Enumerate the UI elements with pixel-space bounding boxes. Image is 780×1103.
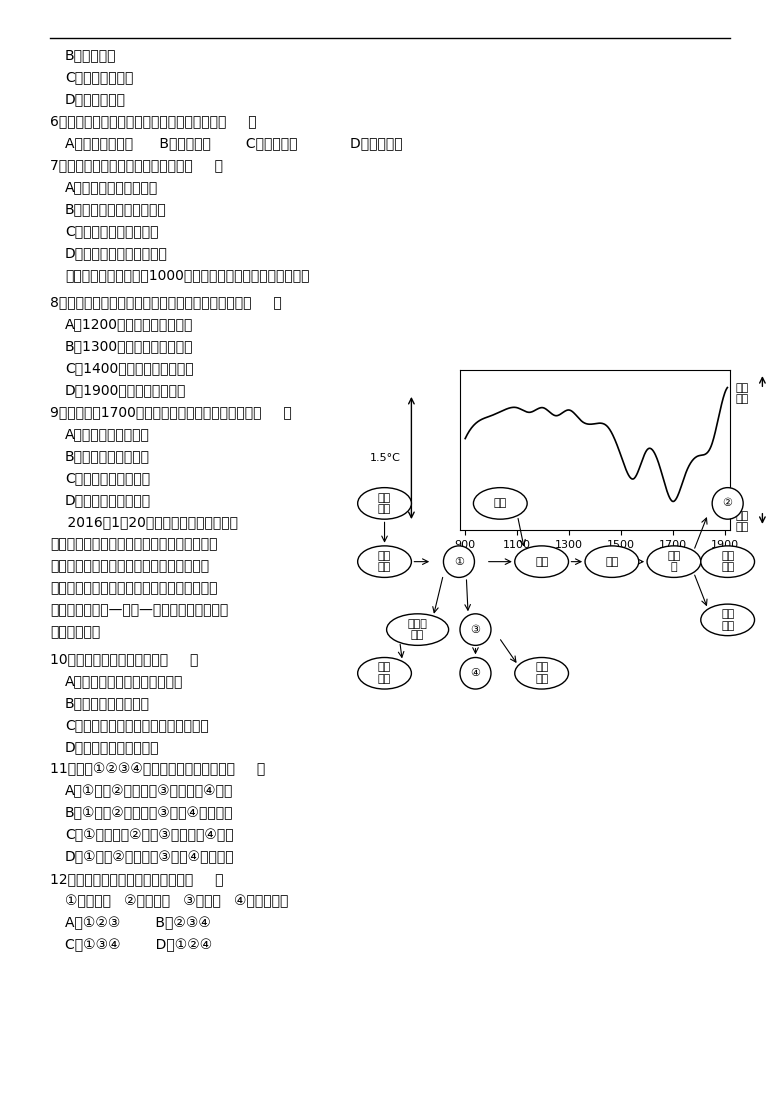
Text: 范围雨雪冰冻天气，根据中国气象局的数据，: 范围雨雪冰冻天气，根据中国气象局的数据， <box>50 537 218 552</box>
Text: ①: ① <box>454 557 464 567</box>
Text: 下图为欧洲冬季过去近1000年的气温变化图。完成下面小题。: 下图为欧洲冬季过去近1000年的气温变化图。完成下面小题。 <box>65 268 310 282</box>
Text: C．1400年葡萄种植北界偏北: C．1400年葡萄种植北界偏北 <box>65 361 193 375</box>
Text: B．随时做好防寒准备: B．随时做好防寒准备 <box>65 696 150 710</box>
Text: 寒潮: 寒潮 <box>535 557 548 567</box>
Text: 结构
破坏: 结构 破坏 <box>721 609 734 631</box>
Text: 9．推测影响1700年前后气温状况的原因，可能是（     ）: 9．推测影响1700年前后气温状况的原因，可能是（ ） <box>50 405 292 419</box>
Ellipse shape <box>444 546 474 578</box>
Text: 霜冻: 霜冻 <box>494 499 507 508</box>
Ellipse shape <box>358 488 411 520</box>
Text: D．1900年海岸线明显变短: D．1900年海岸线明显变短 <box>65 383 186 397</box>
Text: A．山高谷深，山河相间: A．山高谷深，山河相间 <box>65 180 158 194</box>
Text: B．下垫面反射率较高: B．下垫面反射率较高 <box>65 449 150 463</box>
Text: 在北方全国范围内的普遍降温还达不到历史: 在北方全国范围内的普遍降温还达不到历史 <box>50 559 209 572</box>
Text: 机械
放障: 机械 放障 <box>535 663 548 684</box>
Text: C．高寒缺氧，冻土广布: C．高寒缺氧，冻土广布 <box>65 224 158 238</box>
Text: D．为牲畜提前准备饲料: D．为牲畜提前准备饲料 <box>65 740 159 754</box>
Ellipse shape <box>700 604 754 635</box>
Text: 结构
破坏: 结构 破坏 <box>378 550 391 572</box>
Text: C．①③④        D．①②④: C．①③④ D．①②④ <box>65 938 212 952</box>
Text: D．①低温②大气污染③雪灾④生物冻害: D．①低温②大气污染③雪灾④生物冻害 <box>65 850 235 864</box>
Text: D．沿河谷分布: D．沿河谷分布 <box>65 92 126 106</box>
Text: D．人类燃烧化石燃料: D．人类燃烧化石燃料 <box>65 493 151 507</box>
Text: 结构
破坏: 结构 破坏 <box>378 663 391 684</box>
Text: 冰川
减少: 冰川 减少 <box>736 383 749 405</box>
Text: 机械
故障: 机械 故障 <box>721 550 734 572</box>
Text: 2016年1月20日，中国南方开始出现大: 2016年1月20日，中国南方开始出现大 <box>50 515 238 529</box>
Ellipse shape <box>712 488 743 520</box>
Text: C．①大气污染②雪灾③生物冻害④低温: C．①大气污染②雪灾③生物冻害④低温 <box>65 828 234 842</box>
Ellipse shape <box>473 488 527 520</box>
Text: B．喀斯特地貌，地表崎岖: B．喀斯特地貌，地表崎岖 <box>65 202 167 216</box>
Text: 低温极值，南方部分地区低温低于历史同期极: 低温极值，南方部分地区低温低于历史同期极 <box>50 581 218 595</box>
Text: A．发布准确的寒潮信息和警报: A．发布准确的寒潮信息和警报 <box>65 674 183 688</box>
Text: 8．上述时段内，关于欧洲地理环境的说法正确的是（     ）: 8．上述时段内，关于欧洲地理环境的说法正确的是（ ） <box>50 295 282 309</box>
Text: ①青藏高原   ②滇南各地   ③海南岛   ④塔里木盆地: ①青藏高原 ②滇南各地 ③海南岛 ④塔里木盆地 <box>65 895 289 908</box>
Ellipse shape <box>358 546 411 578</box>
Text: ③: ③ <box>470 624 480 634</box>
Text: ②: ② <box>722 499 732 508</box>
Text: A．1200年冰川面积明显较大: A．1200年冰川面积明显较大 <box>65 317 193 331</box>
Text: 10．预防寒潮的首要工作是（     ）: 10．预防寒潮的首要工作是（ ） <box>50 652 198 666</box>
Text: ④: ④ <box>470 668 480 678</box>
Text: A．矿产资源丰富      B．地形平坦        C．地势较低            D．降水较多: A．矿产资源丰富 B．地形平坦 C．地势较低 D．降水较多 <box>65 136 402 150</box>
Ellipse shape <box>460 657 491 689</box>
Text: 7．图中地区修建铁路的首要困难是（     ）: 7．图中地区修建铁路的首要困难是（ ） <box>50 158 223 172</box>
Text: D．滑坡、泥石流灾害频繁: D．滑坡、泥石流灾害频繁 <box>65 246 168 260</box>
Ellipse shape <box>585 546 639 578</box>
Text: A．火山灰短时间蔓延: A．火山灰短时间蔓延 <box>65 427 150 441</box>
Text: B．①雪灾②大气污染③低温④生物冻害: B．①雪灾②大气污染③低温④生物冻害 <box>65 806 233 820</box>
Text: 成下面小题。: 成下面小题。 <box>50 625 101 639</box>
Text: （年）: （年） <box>725 558 745 568</box>
Ellipse shape <box>460 613 491 645</box>
Ellipse shape <box>647 546 700 578</box>
Ellipse shape <box>515 546 569 578</box>
Ellipse shape <box>358 657 411 689</box>
Text: 值纪录。读寒潮—大风—雪灾的灾害链图，完: 值纪录。读寒潮—大风—雪灾的灾害链图，完 <box>50 603 229 617</box>
Text: A．①雪灾②大气污染③生物冻害④低温: A．①雪灾②大气污染③生物冻害④低温 <box>65 784 233 797</box>
Ellipse shape <box>387 613 448 645</box>
Text: 11．图中①②③④所对应的内容正确的是（     ）: 11．图中①②③④所对应的内容正确的是（ ） <box>50 762 265 777</box>
Text: B．1300年树木生长年轮较密: B．1300年树木生长年轮较密 <box>65 339 193 353</box>
Text: 大风: 大风 <box>605 557 619 567</box>
Text: 12．我国很少受寒潮影响的地区有（     ）: 12．我国很少受寒潮影响的地区有（ ） <box>50 872 224 886</box>
Text: 沙尘
暴: 沙尘 暴 <box>668 550 680 572</box>
Text: B．沿海分布: B．沿海分布 <box>65 49 116 62</box>
Text: 冰川
增多: 冰川 增多 <box>736 511 749 533</box>
Text: 6．影响图示地区城市分布的主要自然原因是（     ）: 6．影响图示地区城市分布的主要自然原因是（ ） <box>50 114 257 128</box>
Text: C．水域面积明显增加: C．水域面积明显增加 <box>65 471 150 485</box>
Text: C．海上的船只在寒潮来临时及时回港: C．海上的船只在寒潮来临时及时回港 <box>65 718 209 732</box>
Text: 机械
故障: 机械 故障 <box>378 493 391 514</box>
Text: A．①②③        B．②③④: A．①②③ B．②③④ <box>65 915 211 930</box>
Text: C．沿国境线分布: C．沿国境线分布 <box>65 69 133 84</box>
Ellipse shape <box>515 657 569 689</box>
Text: 农牧区
雪灾: 农牧区 雪灾 <box>408 619 427 641</box>
Text: 1.5°C: 1.5°C <box>370 453 401 463</box>
Ellipse shape <box>700 546 754 578</box>
